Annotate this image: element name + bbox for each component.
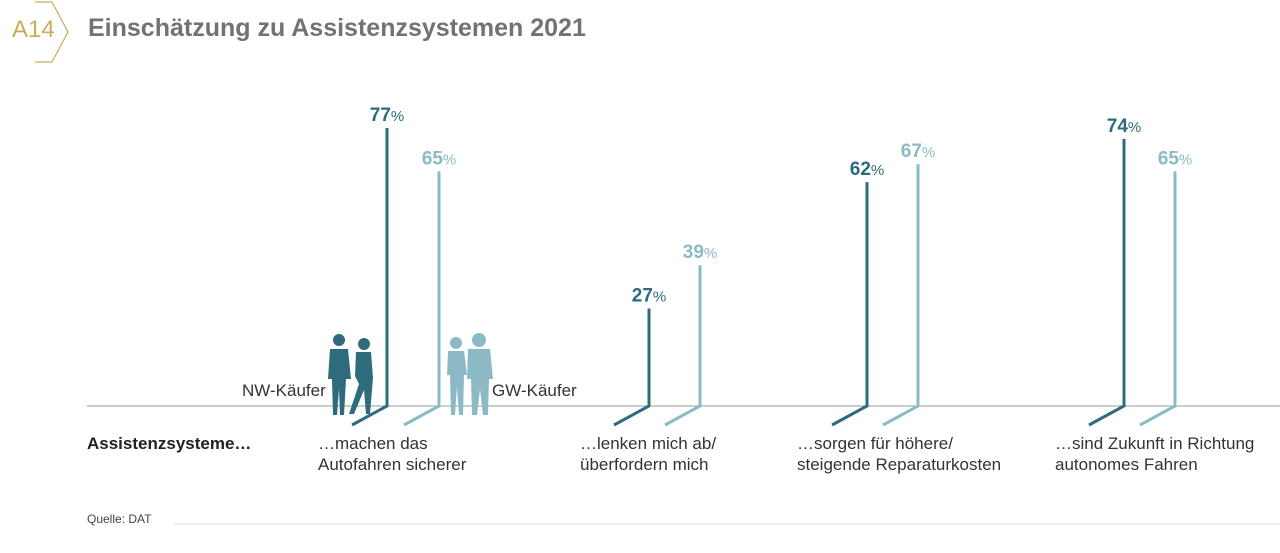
category-label: …machen das Autofahren sicherer — [318, 434, 467, 474]
data-label: 62% — [850, 159, 884, 180]
bar-nw-3 — [1088, 138, 1126, 427]
chevron-icon — [35, 1, 69, 63]
category-label: …sind Zukunft in Richtung autonomes Fahre… — [1055, 434, 1255, 474]
legend-nw: NW-Käufer — [242, 381, 326, 400]
data-label: 65% — [1158, 148, 1192, 169]
category-label: …lenken mich ab/überfordern mich — [580, 434, 717, 474]
data-label: 77% — [370, 105, 404, 126]
bar-gw-0 — [403, 171, 441, 427]
data-label: 65% — [422, 148, 456, 169]
page-title: Einschätzung zu Assistenzsystemen 2021 — [88, 14, 586, 42]
row-label: Assistenzsysteme… — [87, 434, 252, 453]
data-label: 27% — [632, 286, 666, 307]
bar-gw-2 — [882, 164, 920, 427]
bar-gw-1 — [664, 265, 702, 427]
source-note: Quelle: DAT — [87, 512, 152, 526]
gw-buyer-figures — [447, 333, 493, 415]
category-label: …sorgen für höhere/steigende Reparaturko… — [797, 434, 1002, 474]
chart-code: A14 — [12, 16, 55, 43]
nw-buyer-figures — [328, 334, 373, 415]
data-label: 39% — [683, 242, 717, 263]
bar-nw-1 — [613, 308, 651, 427]
data-label: 74% — [1107, 116, 1141, 137]
data-label: 67% — [901, 141, 935, 162]
bar-gw-3 — [1139, 171, 1177, 427]
bar-nw-2 — [831, 182, 869, 427]
legend-gw: GW-Käufer — [492, 381, 577, 400]
bar-nw-0 — [351, 128, 389, 427]
